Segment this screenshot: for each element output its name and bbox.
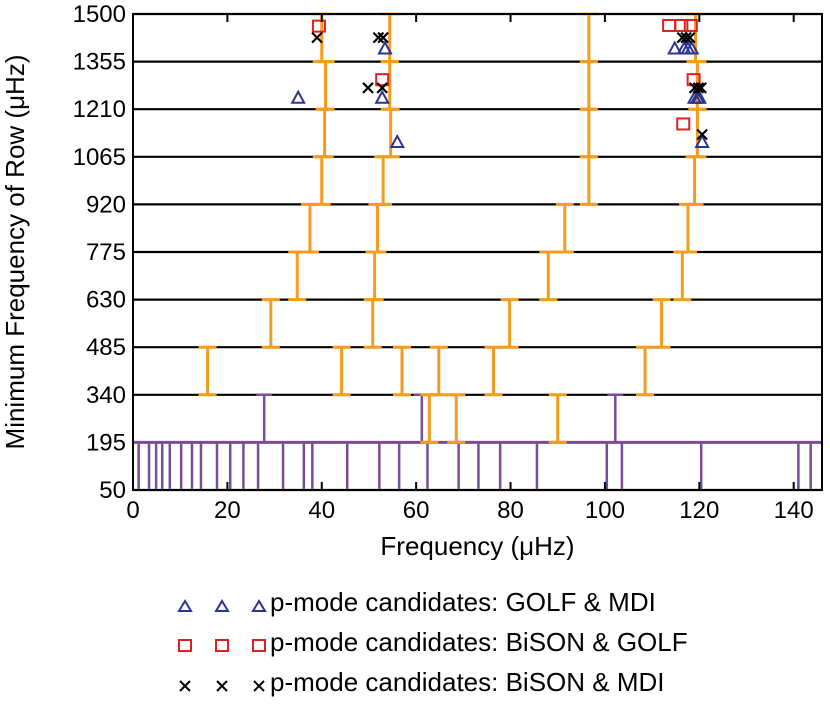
x-tick-label: 40	[308, 497, 335, 524]
orange-ridges	[198, 12, 707, 444]
x-tick-label: 20	[214, 497, 241, 524]
cross-marker	[377, 31, 389, 44]
triangle-marker	[374, 89, 390, 104]
cross-marker-icon	[179, 680, 265, 692]
x-tick-label: 80	[497, 497, 524, 524]
x-axis-label: Frequency (μHz)	[380, 531, 574, 560]
axis-ticks: 50 195 340 485 630 775 920 1065 1210 1355 1500 0 20 4…	[73, 1, 814, 524]
orange-ridge-3	[392, 12, 598, 444]
y-tick-label: 1500	[73, 1, 126, 28]
triangle-marker	[667, 40, 683, 55]
square-marker	[676, 117, 691, 131]
square-marker	[686, 73, 701, 87]
y-tick-label: 630	[86, 287, 126, 314]
orange-ridge-1	[198, 12, 335, 397]
triangle-marker-icon	[177, 599, 267, 612]
square-marker	[375, 73, 390, 87]
y-tick-label: 485	[86, 334, 126, 361]
orange-ridge-4	[548, 12, 707, 444]
legend-label: p-mode candidates: BiSON & MDI	[270, 667, 665, 697]
legend-label: p-mode candidates: BiSON & GOLF	[270, 627, 688, 657]
y-tick-label: 50	[99, 477, 126, 504]
y-tick-label: 340	[86, 382, 126, 409]
x-tick-label: 0	[126, 497, 139, 524]
legend-entry-bison-golf: p-mode candidates: BiSON & GOLF	[175, 625, 815, 665]
triangle-marker	[389, 133, 405, 149]
cross-marker	[696, 128, 708, 141]
x-tick-label: 100	[585, 497, 625, 524]
x-tick-label: 140	[774, 497, 814, 524]
candidate-markers	[290, 18, 710, 149]
y-tick-label: 1210	[73, 96, 126, 123]
triangle-marker	[684, 40, 700, 55]
cross-marker	[376, 82, 388, 94]
triangle-marker	[290, 89, 306, 104]
square-marker	[311, 19, 326, 33]
cross-marker	[680, 31, 692, 44]
y-axis-label: Minimum Frequency of Row (μHz)	[0, 55, 30, 450]
plot-frame	[132, 13, 823, 491]
y-tick-label: 1355	[73, 49, 126, 76]
legend-entry-bison-mdi: p-mode candidates: BiSON & MDI	[175, 665, 815, 705]
cross-marker	[695, 82, 707, 94]
echelle-chart: 50 195 340 485 630 775 920 1065 1210 1355 1500 0 20 4…	[0, 1, 823, 560]
grid-lines	[133, 12, 822, 492]
triangle-marker	[694, 133, 710, 149]
cross-marker	[311, 31, 323, 44]
series-square	[311, 18, 701, 131]
legend-label: p-mode candidates: GOLF & MDI	[270, 587, 656, 617]
square-marker	[662, 18, 677, 32]
series-triangle	[290, 40, 710, 149]
cross-marker	[692, 82, 705, 94]
series-cross	[311, 31, 708, 141]
y-tick-label: 920	[86, 191, 126, 218]
triangle-marker	[377, 40, 393, 55]
cross-marker	[684, 31, 696, 44]
y-tick-label: 1065	[73, 144, 126, 171]
cross-marker	[372, 31, 385, 44]
orange-ridge-2	[332, 12, 400, 397]
y-tick-label: 195	[86, 429, 126, 456]
purple-ridges	[133, 393, 822, 490]
legend-entry-golf-mdi: p-mode candidates: GOLF & MDI	[175, 585, 815, 625]
y-tick-label: 775	[86, 239, 126, 266]
square-marker	[674, 18, 689, 32]
x-tick-label: 120	[679, 497, 719, 524]
square-marker	[683, 18, 698, 32]
x-tick-label: 60	[403, 497, 430, 524]
square-marker-icon	[178, 639, 266, 652]
triangle-marker	[691, 89, 707, 104]
cross-marker	[362, 82, 374, 94]
